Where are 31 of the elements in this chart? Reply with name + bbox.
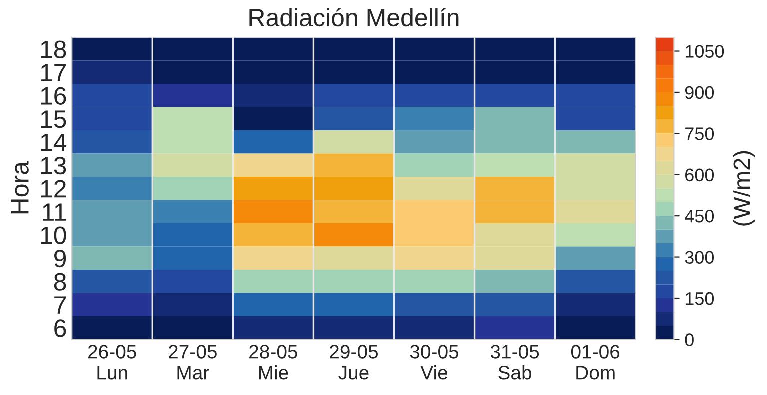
y-tick-label: 10 [41, 226, 66, 244]
y-tick-label: 15 [41, 110, 66, 128]
y-tick-label: 8 [54, 273, 66, 291]
y-tick-label: 6 [54, 320, 66, 338]
x-tick-label: 28-05 Mie [250, 345, 298, 380]
x-tick-label: 31-05 Sab [490, 345, 540, 380]
y-tick-label: 11 [43, 204, 66, 221]
y-tick-label: 18 [41, 40, 66, 58]
x-tick-label: 01-06 Dom [571, 345, 620, 380]
y-tick-label: 14 [41, 134, 67, 152]
x-tick-label: 27-05 Mar [169, 345, 217, 380]
color-bar-label: 600 [686, 168, 714, 182]
color-bar-label: 900 [685, 86, 714, 100]
color-bar-label: 300 [685, 251, 714, 264]
y-tick-label: 9 [54, 250, 66, 268]
color-bar-label: 0 [685, 334, 694, 346]
y-tick-label: 13 [41, 156, 66, 175]
y-axis-title: Hora [11, 162, 29, 214]
y-tick-label: 17 [41, 64, 66, 82]
x-tick-label: 29-05 Jue [330, 345, 378, 380]
color-bar-label: 1050 [686, 45, 724, 58]
y-tick-label: 16 [41, 87, 66, 105]
color-bar-title: (W/m2) [733, 151, 756, 226]
chart-title: Radiación Medellín [250, 8, 459, 27]
color-bar-label: 450 [685, 210, 714, 223]
color-bar-label: 750 [686, 128, 714, 140]
color-bar-label: 150 [686, 292, 714, 306]
y-tick-label: 7 [54, 296, 66, 314]
x-tick-label: 30-05 Vie [410, 345, 459, 380]
y-tick-label: 12 [41, 180, 66, 198]
x-tick-label: 26-05 Lun [88, 345, 136, 380]
